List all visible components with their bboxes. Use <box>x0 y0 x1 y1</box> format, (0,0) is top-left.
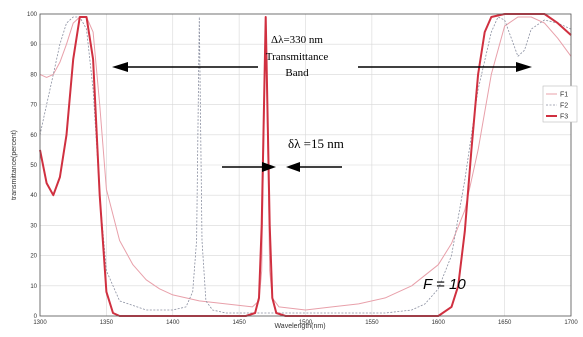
y-tick-label: 40 <box>30 193 37 199</box>
x-tick-label: 1350 <box>100 320 114 326</box>
y-tick-label: 20 <box>30 254 37 260</box>
y-tick-label: 30 <box>30 223 37 229</box>
delta-lambda-annotation: δλ =15 nm <box>222 136 344 172</box>
bandwidth-label: Δλ=330 nm <box>271 34 323 46</box>
legend-label-f3: F3 <box>560 114 568 121</box>
band-label: Band <box>285 67 309 79</box>
y-tick-label: 80 <box>30 72 37 78</box>
y-tick-label: 50 <box>30 163 37 169</box>
x-tick-label: 1600 <box>432 320 446 326</box>
x-tick-label: 1400 <box>166 320 180 326</box>
transmittance-band-label: Transmittance <box>266 51 329 63</box>
series-layer <box>39 13 572 317</box>
band-arrow-right-head <box>516 62 532 72</box>
finesse-label: F = 10 <box>423 276 466 293</box>
delta-arrow-left-head <box>262 162 276 172</box>
series-line-f2 <box>39 16 572 314</box>
y-tick-label: 10 <box>30 284 37 290</box>
ticks: 1300 1350 1400 1450 1500 1550 1600 1650 1700 0 10 2… <box>27 12 578 326</box>
x-axis-title: Wavelength(nm) <box>274 323 325 330</box>
y-axis-title: transmittance(percent) <box>11 130 18 200</box>
legend: F1 F2 F3 <box>542 85 578 123</box>
y-tick-label: 0 <box>34 314 38 320</box>
delta-lambda-label: δλ =15 nm <box>288 136 344 151</box>
plot-frame <box>39 13 572 317</box>
x-tick-label: 1500 <box>299 320 313 326</box>
x-tick-label: 1300 <box>33 320 47 326</box>
x-tick-label: 1650 <box>498 320 512 326</box>
legend-label-f1: F1 <box>560 92 568 99</box>
x-tick-label: 1550 <box>365 320 379 326</box>
delta-arrow-right-head <box>286 162 300 172</box>
series-line-f3 <box>39 13 572 317</box>
y-tick-label: 70 <box>30 103 37 109</box>
legend-label-f2: F2 <box>560 103 568 110</box>
bandwidth-annotation: Δλ=330 nm Transmittance Band <box>112 34 532 79</box>
y-tick-label: 90 <box>30 42 37 48</box>
band-arrow-left-head <box>112 62 128 72</box>
x-tick-label: 1700 <box>564 320 578 326</box>
legend-items: F1 F2 F3 <box>546 92 568 121</box>
x-tick-label: 1450 <box>232 320 246 326</box>
y-tick-label: 60 <box>30 133 37 139</box>
y-tick-label: 100 <box>27 12 38 18</box>
